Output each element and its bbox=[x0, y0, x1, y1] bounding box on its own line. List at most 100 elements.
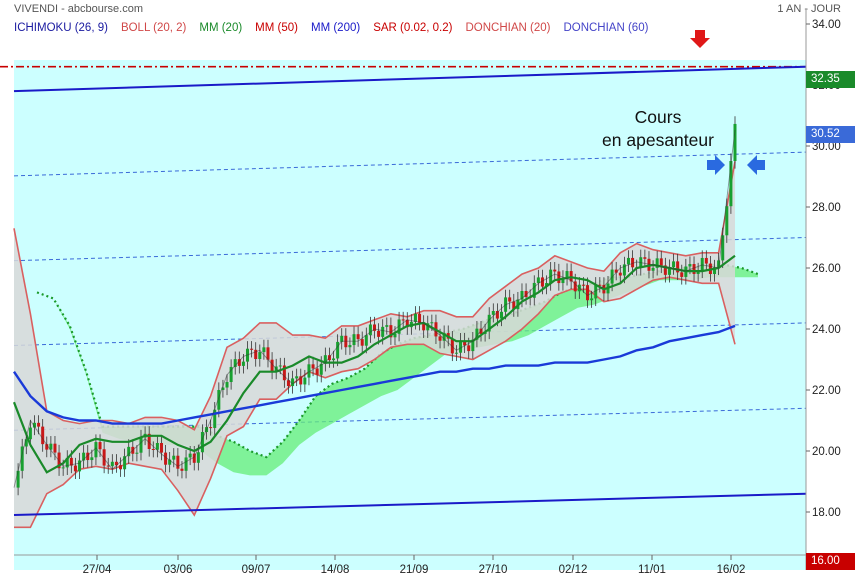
candle-body bbox=[110, 461, 114, 467]
candle-body bbox=[520, 291, 524, 300]
candle-body bbox=[319, 363, 323, 375]
ichimoku-cloud bbox=[37, 264, 758, 476]
candle-body bbox=[262, 347, 266, 353]
candle-body bbox=[479, 328, 483, 334]
candle-body bbox=[266, 347, 270, 360]
candle-body bbox=[397, 319, 401, 334]
candle-body bbox=[65, 457, 69, 468]
x-tick-label: 09/07 bbox=[242, 564, 271, 576]
candle-body bbox=[717, 260, 721, 268]
candle-body bbox=[90, 457, 94, 461]
candle-body bbox=[53, 443, 57, 453]
last-high-badge: 32.35 bbox=[806, 71, 855, 88]
annotation: Cours en apesanteur bbox=[583, 106, 733, 152]
candle-body bbox=[323, 355, 327, 364]
candle-body bbox=[659, 258, 663, 266]
candle-body bbox=[667, 267, 671, 275]
candle-body bbox=[172, 455, 176, 460]
candle-body bbox=[188, 453, 192, 458]
candle-body bbox=[237, 359, 241, 366]
candle-body bbox=[94, 442, 98, 458]
candle-body bbox=[672, 261, 676, 268]
legend-item: SAR (0.02, 0.2) bbox=[373, 22, 453, 34]
x-tick-label: 11/01 bbox=[638, 564, 666, 576]
y-tick-label: 18.00 bbox=[812, 507, 841, 519]
candle-body bbox=[61, 467, 65, 469]
y-tick-label: 26.00 bbox=[812, 263, 841, 275]
candle-body bbox=[655, 258, 659, 268]
candle-body bbox=[209, 427, 213, 429]
candle-body bbox=[389, 325, 393, 338]
candle-body bbox=[368, 324, 372, 336]
legend-item: ICHIMOKU (26, 9) bbox=[14, 22, 108, 34]
candle-body bbox=[704, 257, 708, 264]
candle-body bbox=[401, 319, 405, 321]
candle-body bbox=[459, 340, 463, 353]
candle-body bbox=[291, 378, 295, 387]
legend-item: DONCHIAN (60) bbox=[563, 22, 649, 34]
candle-body bbox=[524, 291, 528, 298]
candle-body bbox=[418, 313, 422, 323]
candle-body bbox=[475, 328, 479, 340]
candle-body bbox=[463, 340, 467, 346]
candle-body bbox=[282, 365, 286, 381]
candle-body bbox=[700, 257, 704, 271]
left-arrow-icon bbox=[747, 155, 765, 175]
x-tick-label: 14/08 bbox=[321, 564, 350, 576]
candle-body bbox=[196, 452, 200, 463]
x-tick-label: 03/06 bbox=[164, 564, 193, 576]
candle-body bbox=[688, 264, 692, 267]
candle-body bbox=[106, 465, 110, 467]
candle-body bbox=[495, 311, 499, 319]
candle-body bbox=[405, 319, 409, 328]
candle-body bbox=[614, 269, 618, 273]
candle-body bbox=[729, 161, 733, 207]
candle-body bbox=[631, 257, 635, 268]
candle-body bbox=[20, 446, 24, 471]
candle-body bbox=[123, 456, 127, 470]
candle-body bbox=[692, 264, 696, 274]
candle-body bbox=[663, 265, 667, 275]
candle-body bbox=[586, 285, 590, 301]
candle-body bbox=[303, 377, 307, 385]
x-tick-label: 21/09 bbox=[400, 564, 429, 576]
channel-dashed-line-1 bbox=[13, 407, 807, 431]
candle-body bbox=[315, 368, 319, 375]
legend-item: BOLL (20, 2) bbox=[120, 22, 187, 34]
y-tick-label: 30.00 bbox=[812, 141, 841, 153]
candle-body bbox=[49, 443, 53, 450]
candle-body bbox=[102, 449, 106, 466]
candle-body bbox=[114, 461, 118, 466]
candle-body bbox=[69, 457, 73, 466]
candle-body bbox=[180, 468, 184, 471]
candle-body bbox=[594, 284, 598, 299]
candle-body bbox=[442, 333, 446, 341]
y-tick-label: 20.00 bbox=[812, 446, 841, 458]
annotation-line-1: Cours bbox=[634, 107, 682, 127]
candle-body bbox=[360, 339, 364, 346]
candle-body bbox=[385, 325, 389, 327]
candle-body bbox=[164, 452, 168, 465]
candle-body bbox=[127, 446, 131, 457]
axis-bottom-badge: 16.00 bbox=[806, 553, 855, 570]
candle-body bbox=[622, 264, 626, 276]
last-price-badge: 30.52 bbox=[806, 126, 855, 143]
candle-body bbox=[225, 382, 229, 388]
candle-body bbox=[37, 422, 41, 427]
candle-body bbox=[680, 272, 684, 277]
candle-body bbox=[553, 269, 557, 272]
x-tick-label: 27/04 bbox=[83, 564, 112, 576]
ma200-line bbox=[13, 324, 736, 425]
candle-body bbox=[176, 455, 180, 469]
bollinger-lower-line bbox=[14, 276, 736, 529]
annotation-line-2: en apesanteur bbox=[602, 130, 714, 150]
candle-body bbox=[491, 311, 495, 315]
candle-body bbox=[565, 271, 569, 278]
candle-body bbox=[508, 297, 512, 302]
candle-body bbox=[45, 444, 49, 450]
x-tick-label: 02/12 bbox=[559, 564, 588, 576]
candle-body bbox=[299, 376, 303, 385]
down-arrow-icon bbox=[690, 30, 710, 48]
candle-body bbox=[98, 442, 102, 450]
